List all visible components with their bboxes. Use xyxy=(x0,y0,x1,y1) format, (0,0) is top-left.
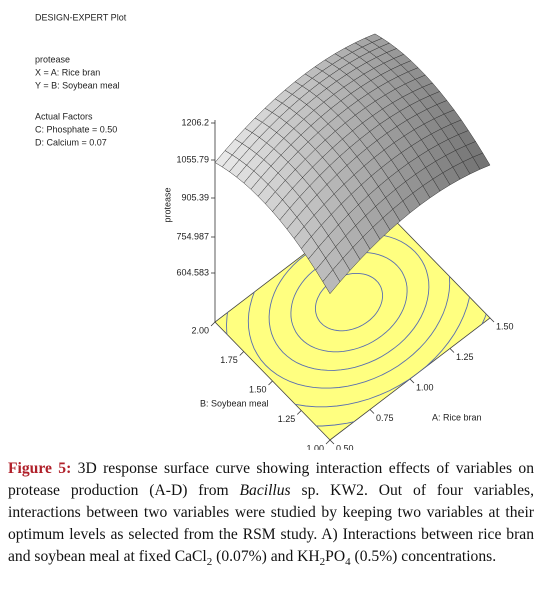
a-tick xyxy=(329,439,335,445)
b-tick xyxy=(210,321,216,327)
a-tick xyxy=(489,317,495,323)
a-tick-label: 1.25 xyxy=(456,352,474,362)
caption-text: PO xyxy=(325,548,346,565)
caption-text: sp. KW2. Out of four variables, interact… xyxy=(8,482,534,565)
caption-text: 2 xyxy=(319,556,326,569)
surface-plot: DESIGN-EXPERT Plot protease X = A: Rice … xyxy=(35,12,514,450)
surface-cell xyxy=(322,269,341,295)
caption-text: (0.07%) and KH xyxy=(212,548,320,565)
factor-d: D: Calcium = 0.07 xyxy=(35,137,107,147)
b-tick-label: 1.00 xyxy=(306,443,324,450)
caption-text: 3D response surface curve showing intera… xyxy=(8,460,534,499)
a-tick-label: 0.50 xyxy=(336,443,354,450)
a-tick-label: 1.50 xyxy=(496,321,514,331)
y-factor: Y = B: Soybean meal xyxy=(35,80,120,90)
response-name: protease xyxy=(35,54,70,64)
a-tick-label: 0.75 xyxy=(376,413,394,423)
a-tick-label: 1.00 xyxy=(416,382,434,392)
z-tick-label: 905.39 xyxy=(181,192,209,202)
plot-title: DESIGN-EXPERT Plot xyxy=(35,12,127,22)
a-tick xyxy=(369,409,375,414)
z-tick-label: 1055.79 xyxy=(176,154,209,164)
z-tick-label: 604.583 xyxy=(176,267,209,277)
b-tick xyxy=(325,439,331,445)
b-tick-label: 1.75 xyxy=(220,355,238,365)
b-tick xyxy=(268,380,273,386)
b-tick-label: 1.25 xyxy=(278,414,296,424)
z-axis-label: protease xyxy=(162,187,172,222)
caption-label: Figure 5: xyxy=(8,460,72,477)
a-axis-label: A: Rice bran xyxy=(432,412,482,422)
b-axis-label: B: Soybean meal xyxy=(200,398,269,408)
b-tick xyxy=(296,410,302,415)
a-tick xyxy=(409,378,415,384)
b-tick-label: 2.00 xyxy=(191,325,209,335)
factor-c: C: Phosphate = 0.50 xyxy=(35,124,117,134)
actual-factors-heading: Actual Factors xyxy=(35,111,93,121)
caption-text: 4 xyxy=(345,556,351,569)
a-tick xyxy=(449,348,455,353)
z-tick-label: 1206.2 xyxy=(181,117,209,127)
x-factor: X = A: Rice bran xyxy=(35,67,100,77)
b-tick-label: 1.50 xyxy=(249,384,267,394)
caption: Figure 5: 3D response surface curve show… xyxy=(8,458,534,568)
caption-text: Bacillus xyxy=(239,482,291,499)
caption-text: 2 xyxy=(206,556,213,569)
caption-text: (0.5%) concentrations. xyxy=(350,548,497,565)
b-tick xyxy=(239,351,245,356)
z-tick-label: 754.987 xyxy=(176,231,209,241)
surface-mesh xyxy=(214,33,491,295)
